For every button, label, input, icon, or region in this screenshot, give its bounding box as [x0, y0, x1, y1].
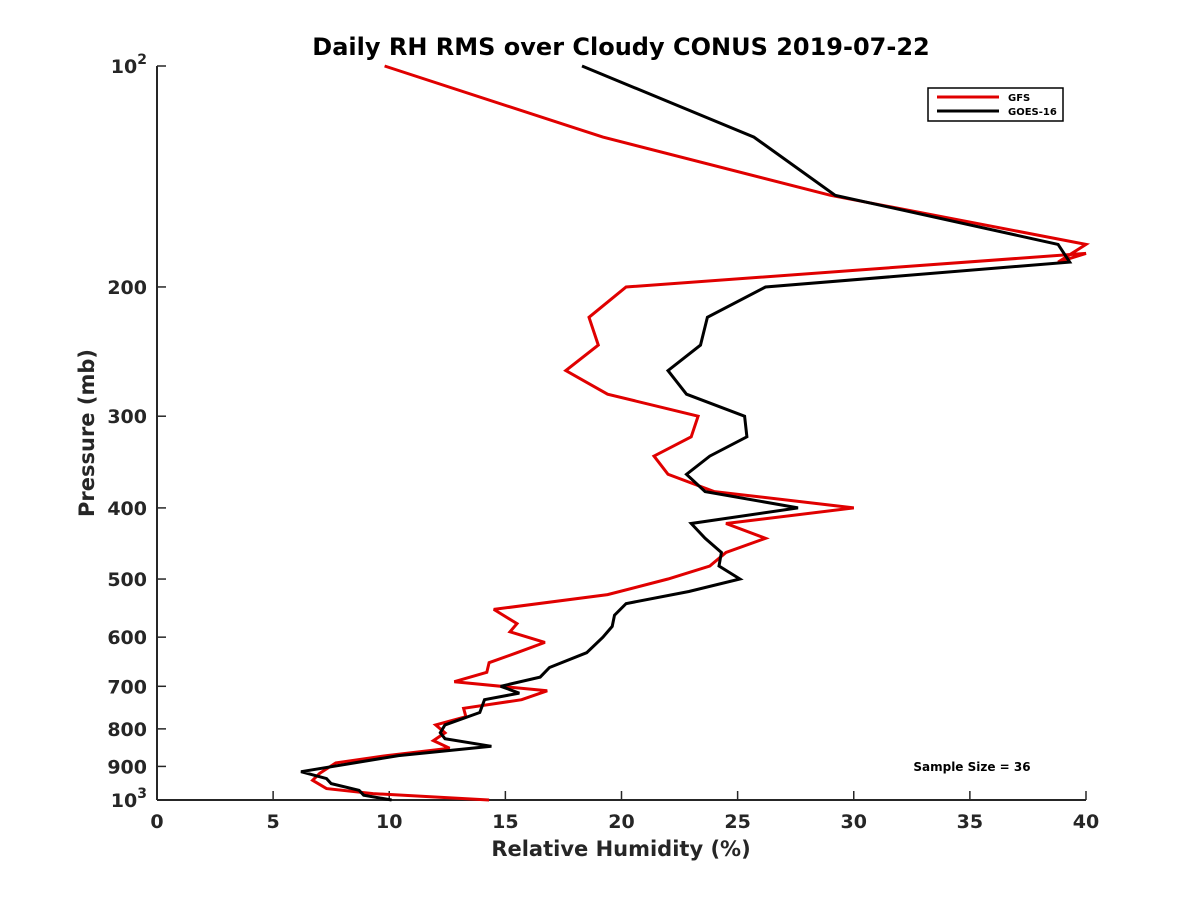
y-tick-label: 900: [107, 756, 147, 778]
series-line-gfs: [310, 64, 1090, 802]
legend-label-gfs: GFS: [1008, 93, 1030, 104]
y-tick-label: 500: [107, 569, 147, 591]
y-tick-label: 200: [107, 277, 147, 299]
legend: GFS GOES-16: [927, 87, 1064, 122]
x-tick-label: 20: [608, 811, 634, 833]
x-tick-label: 15: [492, 811, 518, 833]
y-tick-label: 800: [107, 719, 147, 741]
sample-size-annotation: Sample Size = 36: [913, 760, 1030, 774]
series-line-goes16: [300, 64, 1073, 802]
y-tick-label: 103: [111, 786, 147, 812]
x-tick-label: 25: [724, 811, 750, 833]
y-tick-label: 300: [107, 406, 147, 428]
series-lines: [300, 64, 1090, 802]
y-axis-label: Pressure (mb): [75, 349, 99, 517]
x-tick-label: 35: [957, 811, 983, 833]
y-tick-label: 400: [107, 498, 147, 520]
y-tick-label: 600: [107, 627, 147, 649]
y-tick-label: 700: [107, 676, 147, 698]
chart-title: Daily RH RMS over Cloudy CONUS 2019-07-2…: [312, 33, 929, 61]
x-tick-label: 30: [841, 811, 867, 833]
x-tick-label: 40: [1073, 811, 1099, 833]
x-tick-label: 0: [150, 811, 163, 833]
y-tick-label: 102: [111, 52, 147, 78]
legend-box: [927, 87, 1064, 122]
axes: 0 5 10 15 20 25 30 35 40 102 200 300 400 500 600 700 800…: [107, 52, 1099, 833]
x-tick-label: 10: [376, 811, 402, 833]
legend-label-goes16: GOES-16: [1008, 107, 1057, 118]
x-tick-label: 5: [267, 811, 280, 833]
x-axis-label: Relative Humidity (%): [491, 837, 750, 861]
